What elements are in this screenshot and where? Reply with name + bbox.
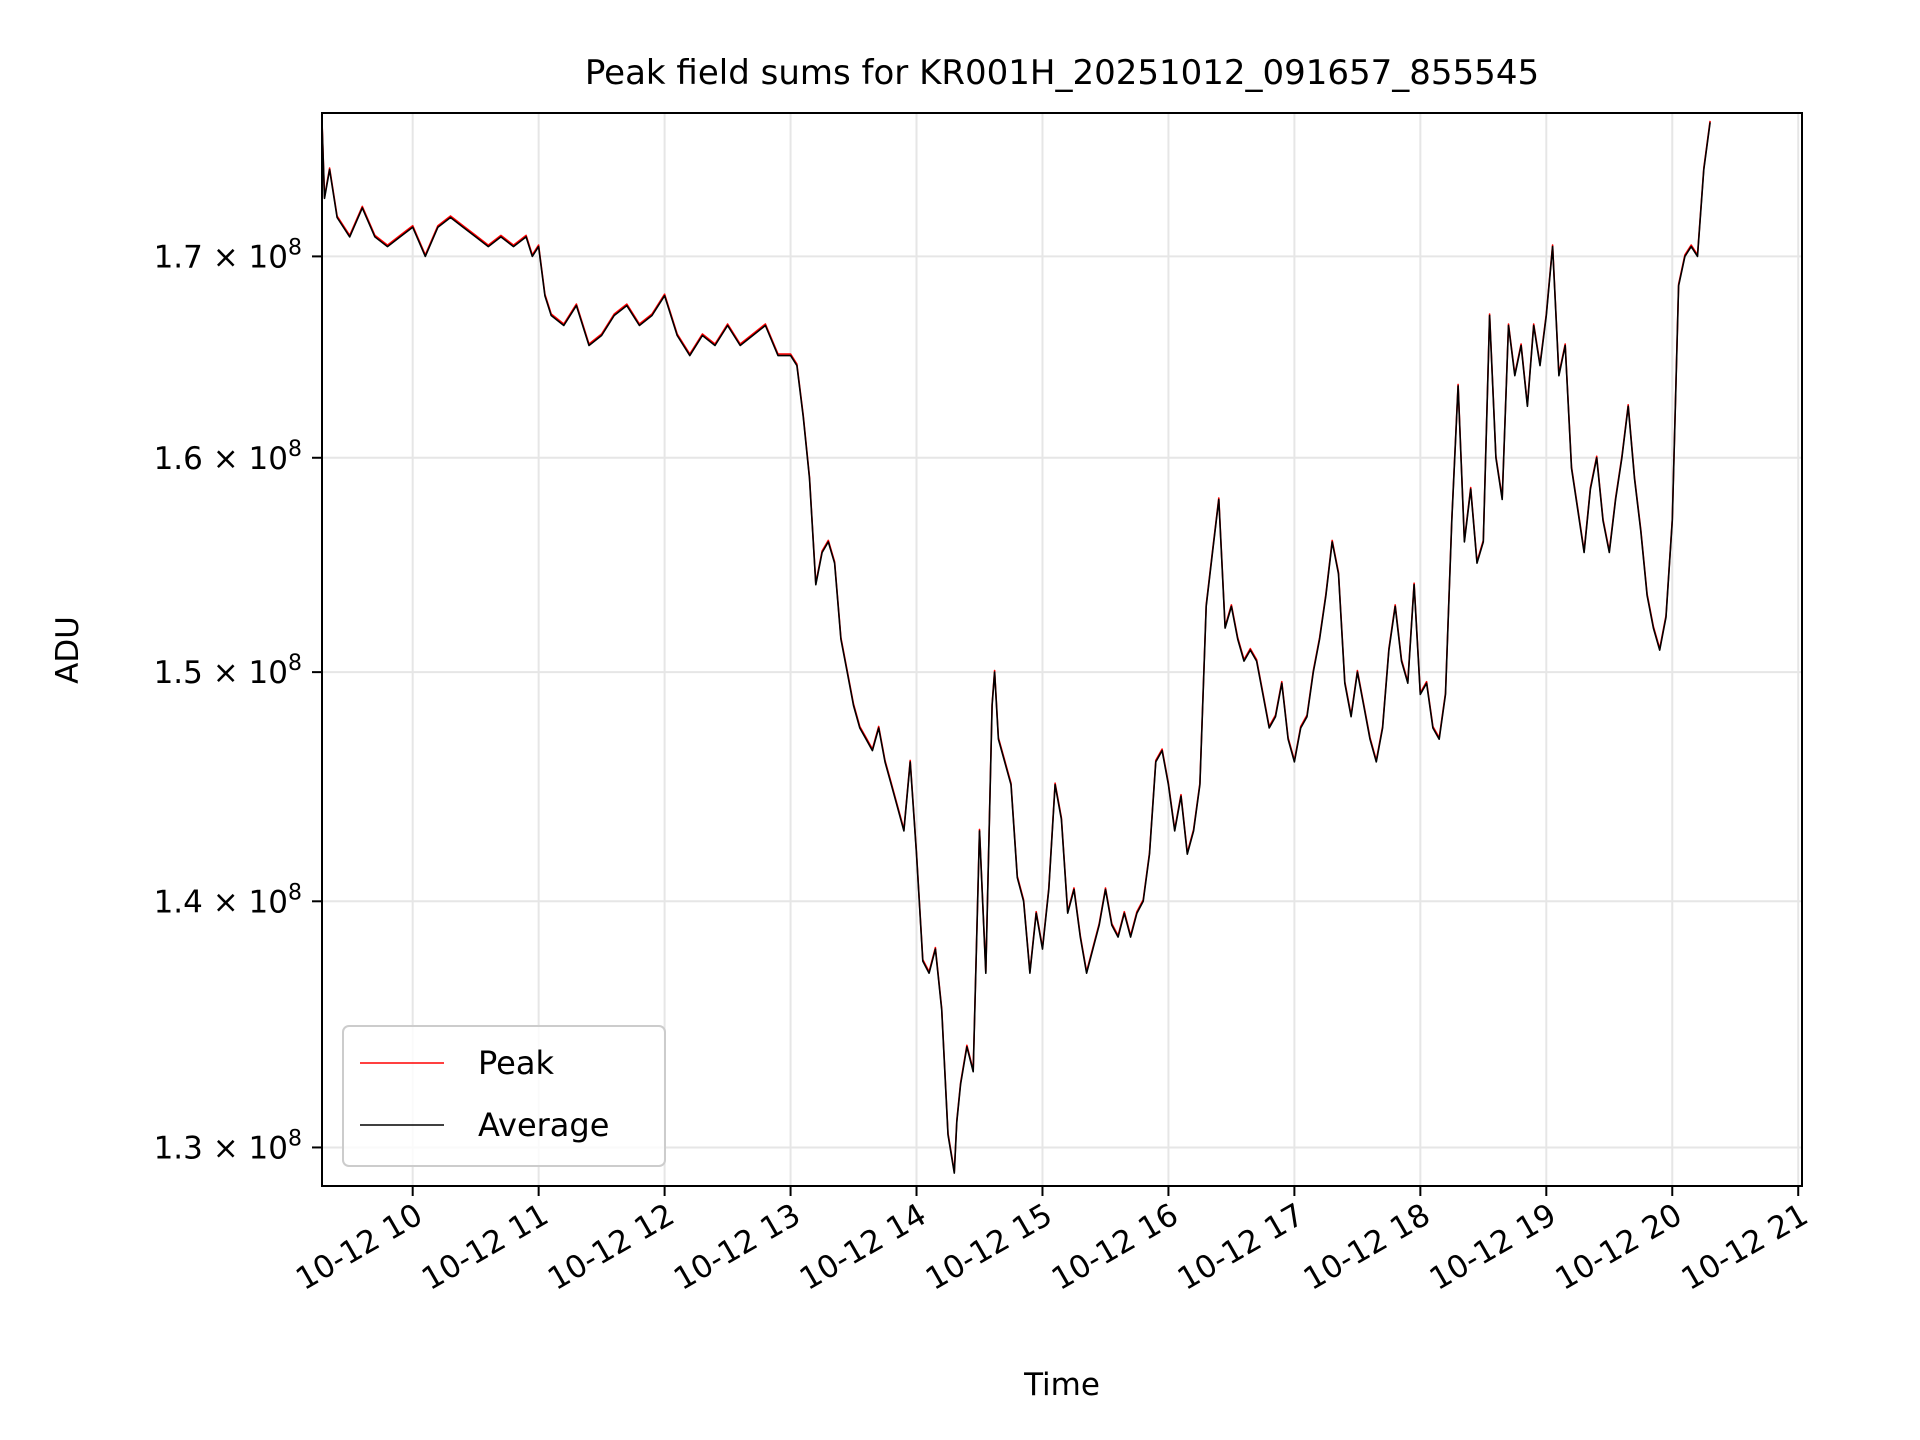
y-axis-label: ADU: [50, 616, 86, 684]
x-axis-label: Time: [1023, 1367, 1100, 1403]
y-tick-label: 1.5 × 108: [154, 651, 302, 691]
legend-box: [342, 1025, 666, 1167]
y-tick-label: 1.7 × 108: [154, 235, 302, 275]
y-tick-label: 1.6 × 108: [154, 437, 302, 477]
y-tick-label: 1.3 × 108: [154, 1126, 302, 1166]
legend: Peak Average: [342, 1025, 666, 1167]
y-tick-label: 1.4 × 108: [154, 880, 302, 920]
legend-label-peak: Peak: [478, 1044, 554, 1082]
plot-frame: [321, 112, 1803, 1187]
series-line-average: [321, 122, 1711, 1174]
grid-lines: [322, 113, 1802, 1186]
chart-title: Peak field sums for KR001H_20251012_0916…: [585, 53, 1539, 93]
legend-label-average: Average: [478, 1106, 609, 1144]
y-axis-ticks: 1.3 × 108 1.4 × 108 1.5 × 108 1.6 × 108 1.7 …: [154, 235, 322, 1166]
series-lines: [321, 120, 1711, 1174]
